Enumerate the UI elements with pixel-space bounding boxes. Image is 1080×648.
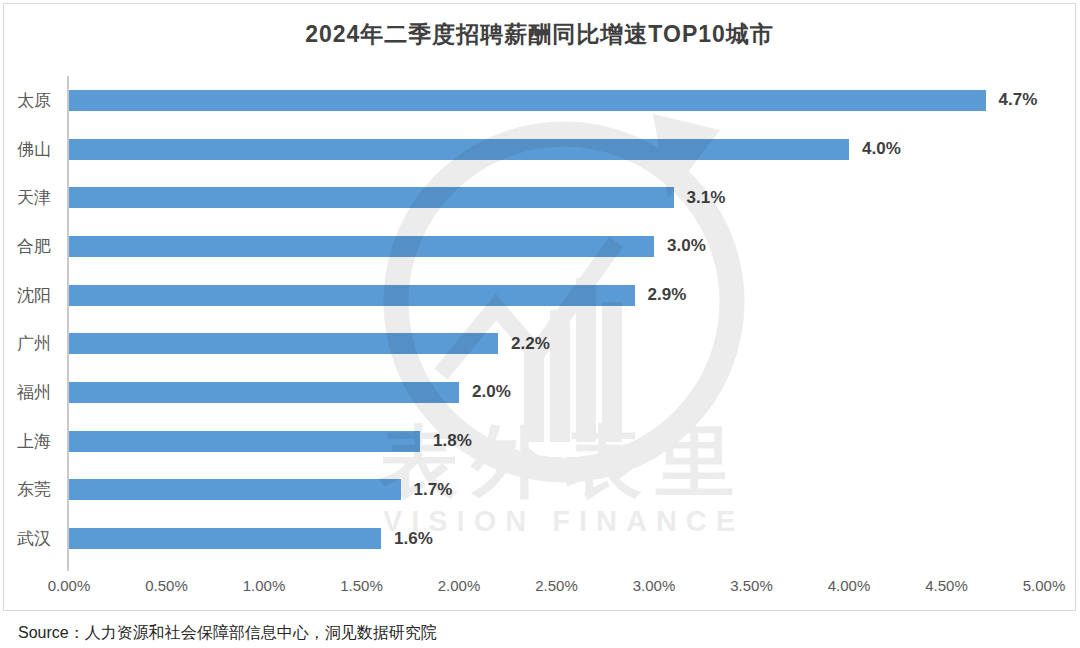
value-label: 2.0% xyxy=(472,382,511,402)
value-label: 4.7% xyxy=(999,90,1038,110)
bar-福州 xyxy=(69,382,459,403)
bar-row: 2.0% xyxy=(69,368,1044,417)
value-label: 1.6% xyxy=(394,529,433,549)
page: 2024年二季度招聘薪酬同比增速TOP10城市 太原佛山天津合肥沈阳广州福州上海… xyxy=(0,0,1080,648)
bar-row: 3.0% xyxy=(69,222,1044,271)
value-label: 3.0% xyxy=(667,236,706,256)
category-label: 天津 xyxy=(4,173,64,222)
category-label: 合肥 xyxy=(4,222,64,271)
bar-row: 1.6% xyxy=(69,514,1044,563)
category-label: 武汉 xyxy=(4,514,64,563)
category-axis: 太原佛山天津合肥沈阳广州福州上海东莞武汉 xyxy=(4,76,64,563)
bar-row: 1.7% xyxy=(69,466,1044,515)
x-tick-label: 4.50% xyxy=(925,577,968,594)
bar-row: 2.9% xyxy=(69,271,1044,320)
bar-row: 2.2% xyxy=(69,319,1044,368)
category-label: 佛山 xyxy=(4,125,64,174)
value-label: 1.7% xyxy=(414,480,453,500)
value-label: 2.2% xyxy=(511,334,550,354)
category-label: 上海 xyxy=(4,417,64,466)
x-tick-label: 3.50% xyxy=(730,577,773,594)
value-label: 2.9% xyxy=(648,285,687,305)
x-tick-label: 3.00% xyxy=(633,577,676,594)
bar-天津 xyxy=(69,187,674,208)
category-label: 广州 xyxy=(4,320,64,369)
category-label: 福州 xyxy=(4,368,64,417)
value-label: 3.1% xyxy=(687,188,726,208)
x-tick-label: 4.00% xyxy=(828,577,871,594)
bar-row: 4.0% xyxy=(69,125,1044,174)
category-label: 太原 xyxy=(4,76,64,125)
bar-沈阳 xyxy=(69,285,635,306)
x-tick-label: 0.50% xyxy=(145,577,188,594)
category-label: 东莞 xyxy=(4,466,64,515)
x-tick-label: 1.00% xyxy=(243,577,286,594)
bar-广州 xyxy=(69,333,498,354)
x-tick-label: 5.00% xyxy=(1023,577,1066,594)
value-axis: 0.00%0.50%1.00%1.50%2.00%2.50%3.00%3.50%… xyxy=(69,571,1044,599)
bar-武汉 xyxy=(69,528,381,549)
x-tick-label: 2.50% xyxy=(535,577,578,594)
bar-row: 1.8% xyxy=(69,417,1044,466)
bar-东莞 xyxy=(69,479,401,500)
x-tick-label: 0.00% xyxy=(48,577,91,594)
x-tick-label: 2.00% xyxy=(438,577,481,594)
bar-row: 4.7% xyxy=(69,76,1044,125)
chart-title: 2024年二季度招聘薪酬同比增速TOP10城市 xyxy=(4,19,1075,50)
bar-上海 xyxy=(69,431,420,452)
bar-太原 xyxy=(69,90,986,111)
x-tick-label: 1.50% xyxy=(340,577,383,594)
category-label: 沈阳 xyxy=(4,271,64,320)
bar-row: 3.1% xyxy=(69,173,1044,222)
bar-佛山 xyxy=(69,139,849,160)
chart-card: 2024年二季度招聘薪酬同比增速TOP10城市 太原佛山天津合肥沈阳广州福州上海… xyxy=(3,3,1076,611)
value-label: 4.0% xyxy=(862,139,901,159)
source-note: Source：人力资源和社会保障部信息中心，洞见数据研究院 xyxy=(18,623,437,644)
value-label: 1.8% xyxy=(433,431,472,451)
bar-合肥 xyxy=(69,236,654,257)
plot-area: 4.7% 4.0% 3.1% 3.0% 2.9% 2.2% 2.0% 1.8% 1.7% 1.6% xyxy=(69,76,1044,563)
